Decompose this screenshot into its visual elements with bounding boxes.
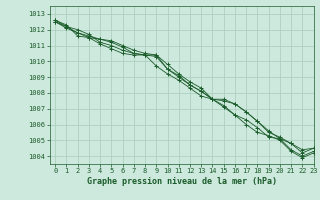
X-axis label: Graphe pression niveau de la mer (hPa): Graphe pression niveau de la mer (hPa) (87, 177, 276, 186)
